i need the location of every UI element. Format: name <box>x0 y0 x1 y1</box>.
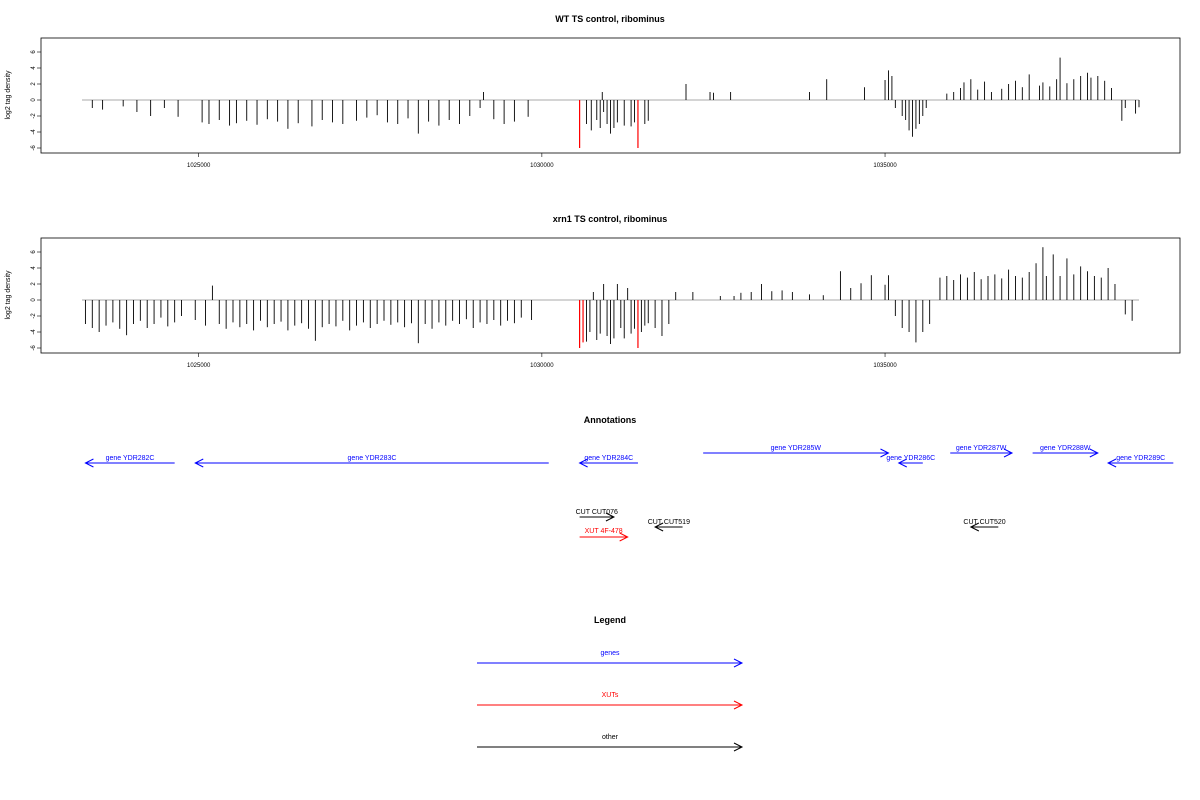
annotations-title: Annotations <box>584 415 637 425</box>
wt-x-tick-label: 1025000 <box>187 163 211 169</box>
feature-arrow <box>579 512 616 522</box>
feature-label: gene YDR282C <box>106 455 155 462</box>
feature-label: CUT CUT076 <box>576 509 618 516</box>
legend-label: other <box>602 734 619 741</box>
xrn1-y-tick-label: 2 <box>31 282 37 286</box>
feature-label: gene YDR288W <box>1040 445 1091 452</box>
legend-arrow-genes <box>477 658 744 668</box>
wt-y-tick-label: -6 <box>31 145 37 151</box>
wt-y-tick-label: -4 <box>31 129 37 135</box>
feature-label: gene YDR283C <box>348 455 397 462</box>
feature-arrow <box>579 532 629 542</box>
xrn1-plot-frame <box>40 237 1181 354</box>
annotations-track: Annotations gene YDR282C gene YDR283C gene… <box>84 415 1174 542</box>
wt-y-tick-label: 4 <box>31 66 37 70</box>
feature-arrow <box>578 458 638 468</box>
xrn1-y-axis-label: log2 tag density <box>5 270 12 320</box>
xrn1-y-tick-label: 6 <box>31 250 37 254</box>
feature-label: CUT CUT519 <box>648 519 690 526</box>
xrn1-panel-title: xrn1 TS control, ribominus <box>553 214 668 224</box>
legend-title: Legend <box>594 615 626 625</box>
wt-coverage-panel: WT TS control, ribominus log2 tag densit… <box>5 14 1181 169</box>
xrn1-y-tick-label: 4 <box>31 266 37 270</box>
xrn1-y-tick-label: -4 <box>31 329 37 335</box>
legend: Legend genes XUTs other <box>477 615 744 752</box>
wt-panel-title: WT TS control, ribominus <box>555 14 665 24</box>
xrn1-x-tick-label: 1035000 <box>873 363 897 369</box>
feature-label: gene YDR287W <box>956 445 1007 452</box>
feature-arrow <box>194 458 549 468</box>
feature-arrow <box>897 458 923 468</box>
legend-label: genes <box>600 650 620 657</box>
xrn1-y-tick-label: 0 <box>31 298 37 302</box>
wt-x-tick-label: 1030000 <box>530 163 554 169</box>
legend-arrow-other <box>477 742 744 752</box>
wt-y-tick-label: 0 <box>31 98 37 102</box>
feature-arrow <box>969 522 999 532</box>
wt-x-tick-label: 1035000 <box>873 163 897 169</box>
wt-y-tick-label: -2 <box>31 113 37 119</box>
feature-arrow <box>1106 458 1174 468</box>
feature-label: gene YDR286C <box>886 455 935 462</box>
wt-y-axis-label: log2 tag density <box>5 70 12 120</box>
feature-label: gene YDR285W <box>771 445 822 452</box>
wt-y-tick-label: 6 <box>31 50 37 54</box>
xrn1-y-tick-label: -6 <box>31 345 37 351</box>
xrn1-y-tick-label: -2 <box>31 313 37 319</box>
xrn1-x-tick-label: 1030000 <box>530 363 554 369</box>
wt-y-tick-label: 2 <box>31 82 37 86</box>
feature-arrow <box>84 458 175 468</box>
xrn1-coverage-panel: xrn1 TS control, ribominus log2 tag dens… <box>5 214 1181 369</box>
xrn1-x-tick-label: 1025000 <box>187 363 211 369</box>
feature-arrow <box>950 448 1014 458</box>
feature-label: XUT 4F-478 <box>585 528 623 535</box>
feature-arrow <box>1032 448 1099 458</box>
feature-label: CUT CUT520 <box>963 519 1005 526</box>
legend-label: XUTs <box>602 692 619 699</box>
legend-arrow-xuts <box>477 700 744 710</box>
feature-label: gene YDR284C <box>584 455 633 462</box>
feature-arrow <box>653 522 683 532</box>
wt-plot-frame <box>40 37 1181 154</box>
feature-arrow <box>703 448 890 458</box>
feature-label: gene YDR289C <box>1116 455 1165 462</box>
